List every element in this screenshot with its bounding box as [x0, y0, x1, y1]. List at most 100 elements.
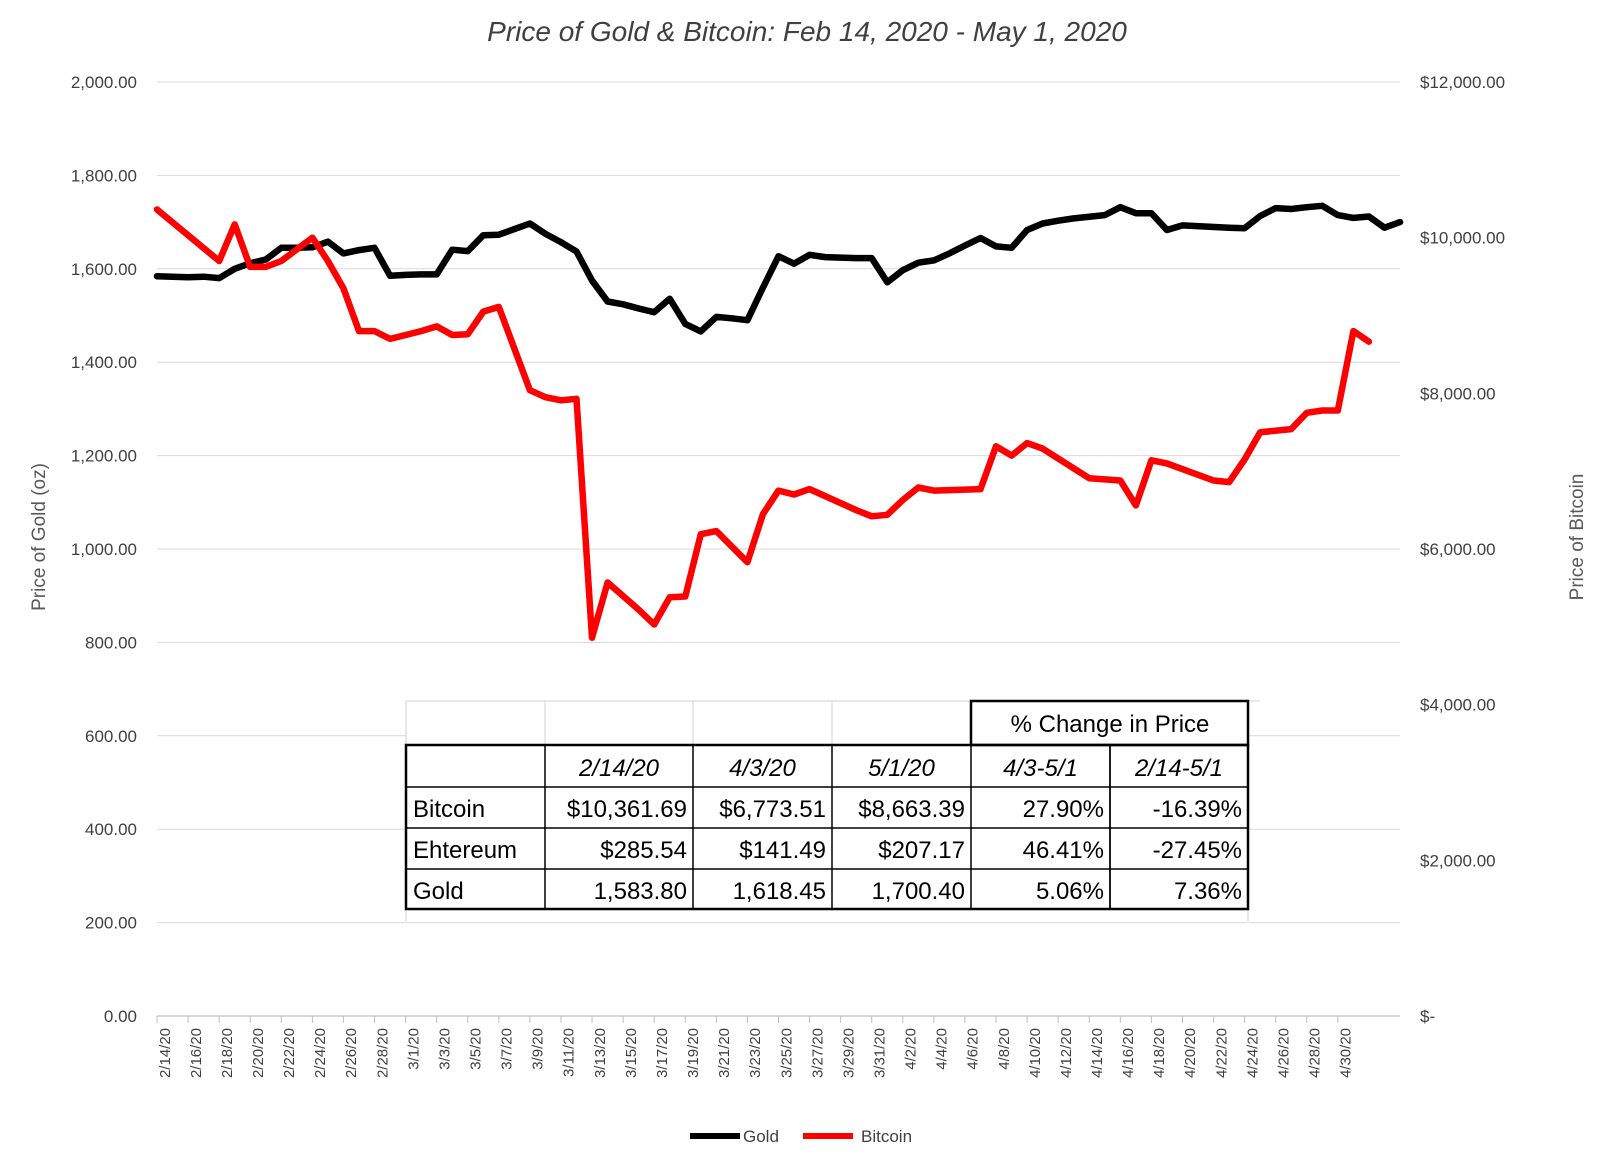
table-cell: 5.06% [1036, 878, 1104, 905]
x-tick-label: 4/2/20 [903, 1028, 920, 1070]
x-tick-label: 3/29/20 [840, 1028, 857, 1078]
series-line-gold [153, 202, 1404, 335]
x-tick-label: 2/22/20 [281, 1028, 298, 1078]
x-tick-label: 2/26/20 [343, 1028, 360, 1078]
x-tick-label: 2/28/20 [374, 1028, 391, 1078]
y-left-tick-label: 1,400.00 [71, 353, 137, 372]
y-left-tick-label: 200.00 [85, 914, 137, 933]
table-row-label: Ehtereum [413, 837, 517, 864]
x-tick-label: 2/18/20 [219, 1028, 236, 1078]
x-tick-label: 3/23/20 [747, 1028, 764, 1078]
x-tick-label: 2/14/20 [157, 1028, 174, 1078]
table-cell: $141.49 [739, 837, 826, 864]
y-right-tick-label: $10,000.00 [1420, 229, 1505, 248]
series-lines [153, 202, 1404, 641]
y-right-tick-label: $12,000.00 [1420, 73, 1505, 92]
x-axis: 2/14/20 2/16/20 2/18/20 2/20/20 2/22/20 2/24/… [156, 1015, 1400, 1078]
y-right-tick-label: $6,000.00 [1420, 540, 1496, 559]
y-left-tick-label: 600.00 [85, 727, 137, 746]
x-tick-label: 3/31/20 [871, 1028, 888, 1078]
gridlines [157, 81, 1400, 924]
x-tick-label: 4/28/20 [1307, 1028, 1324, 1078]
table-column-header: 2/14-5/1 [1134, 755, 1223, 782]
x-tick-label: 3/17/20 [654, 1028, 671, 1078]
y-right-tick-label: $8,000.00 [1420, 384, 1496, 403]
x-tick-label: 4/6/20 [965, 1028, 982, 1070]
table-cell: 46.41% [1023, 837, 1104, 864]
table-column-header: 4/3/20 [729, 755, 796, 782]
x-tick-label: 2/24/20 [312, 1028, 329, 1078]
table-cell: 1,618.45 [733, 878, 826, 905]
x-tick-label: 3/11/20 [561, 1028, 578, 1077]
table-body-box [404, 743, 1250, 911]
x-tick-label: 4/8/20 [996, 1028, 1013, 1070]
table-cell: $8,663.39 [858, 796, 965, 823]
table-group-header: % Change in Price [1011, 711, 1210, 738]
y-left-tick-label: 1,200.00 [71, 447, 137, 466]
legend-label-gold: Gold [743, 1127, 779, 1146]
table-cell: -16.39% [1153, 796, 1242, 823]
table-cell: 1,700.40 [872, 878, 965, 905]
x-tick-label: 4/30/20 [1338, 1028, 1355, 1078]
right-axis: $- $2,000.00 $4,000.00 $6,000.00 $8,000.00 $1… [1420, 73, 1505, 1026]
x-tick-label: 3/15/20 [623, 1028, 640, 1078]
x-tick-label: 2/20/20 [250, 1028, 267, 1078]
table-cell: $10,361.69 [567, 796, 687, 823]
x-tick-label: 4/16/20 [1120, 1028, 1137, 1078]
right-axis-title: Price of Bitcoin [1567, 474, 1588, 601]
chart-title: Price of Gold & Bitcoin: Feb 14, 2020 - … [487, 16, 1127, 47]
x-tick-label: 4/22/20 [1213, 1028, 1230, 1078]
x-tick-label: 3/13/20 [592, 1028, 609, 1078]
legend-label-bitcoin: Bitcoin [861, 1127, 912, 1146]
table-background [406, 701, 1248, 909]
x-tick-label: 4/20/20 [1182, 1028, 1199, 1078]
table-cell: $6,773.51 [719, 796, 826, 823]
left-axis-title: Price of Gold (oz) [29, 463, 50, 611]
x-tick-label: 4/18/20 [1151, 1028, 1168, 1078]
x-tick-label: 3/25/20 [778, 1028, 795, 1078]
series-line-bitcoin [153, 206, 1373, 641]
table-cell: 7.36% [1174, 878, 1242, 905]
x-tick-label: 4/14/20 [1089, 1028, 1106, 1078]
table-column-header: 2/14/20 [578, 755, 660, 782]
x-tick-label: 4/24/20 [1244, 1028, 1261, 1078]
x-tick-label: 3/27/20 [809, 1028, 826, 1078]
x-tick-label: 4/4/20 [934, 1028, 951, 1070]
x-tick-label: 2/16/20 [188, 1028, 205, 1078]
x-tick-label: 4/12/20 [1058, 1028, 1075, 1078]
table-cell: $285.54 [600, 837, 687, 864]
y-right-tick-label: $4,000.00 [1420, 696, 1496, 715]
x-tick-label: 3/19/20 [685, 1028, 702, 1078]
y-left-tick-label: 400.00 [85, 820, 137, 839]
table-cell: 27.90% [1023, 796, 1104, 823]
left-axis: 0.00 200.00 400.00 600.00 800.00 1,000.00 1,20… [71, 73, 137, 1026]
table-cell: $207.17 [878, 837, 965, 864]
legend: Gold Bitcoin [690, 1127, 912, 1146]
x-tick-label: 3/5/20 [468, 1028, 485, 1070]
x-tick-label: 3/3/20 [436, 1028, 453, 1070]
y-left-tick-label: 1,600.00 [71, 260, 137, 279]
y-left-tick-label: 1,800.00 [71, 166, 137, 185]
y-right-tick-label: $- [1420, 1007, 1435, 1026]
table-column-header: 5/1/20 [868, 755, 935, 782]
table-column-header: 4/3-5/1 [1003, 755, 1078, 782]
y-left-tick-label: 1,000.00 [71, 540, 137, 559]
summary-table: % Change in Price 2/14/20 4/3/20 5/1/20 4/3-… [404, 699, 1260, 921]
table-cell: -27.45% [1153, 837, 1242, 864]
x-tick-label: 3/21/20 [716, 1028, 733, 1078]
y-right-tick-label: $2,000.00 [1420, 851, 1496, 870]
table-row-label: Bitcoin [413, 796, 485, 823]
table-cell: 1,583.80 [594, 878, 687, 905]
x-tick-label: 4/10/20 [1027, 1028, 1044, 1078]
y-left-tick-label: 800.00 [85, 633, 137, 652]
x-tick-label: 4/26/20 [1275, 1028, 1292, 1078]
x-tick-label: 3/1/20 [405, 1028, 422, 1070]
y-left-tick-label: 0.00 [104, 1007, 137, 1026]
table-row-label: Gold [413, 878, 464, 905]
x-tick-label: 3/7/20 [499, 1028, 516, 1070]
y-left-tick-label: 2,000.00 [71, 73, 137, 92]
x-tick-label: 3/9/20 [530, 1028, 547, 1070]
